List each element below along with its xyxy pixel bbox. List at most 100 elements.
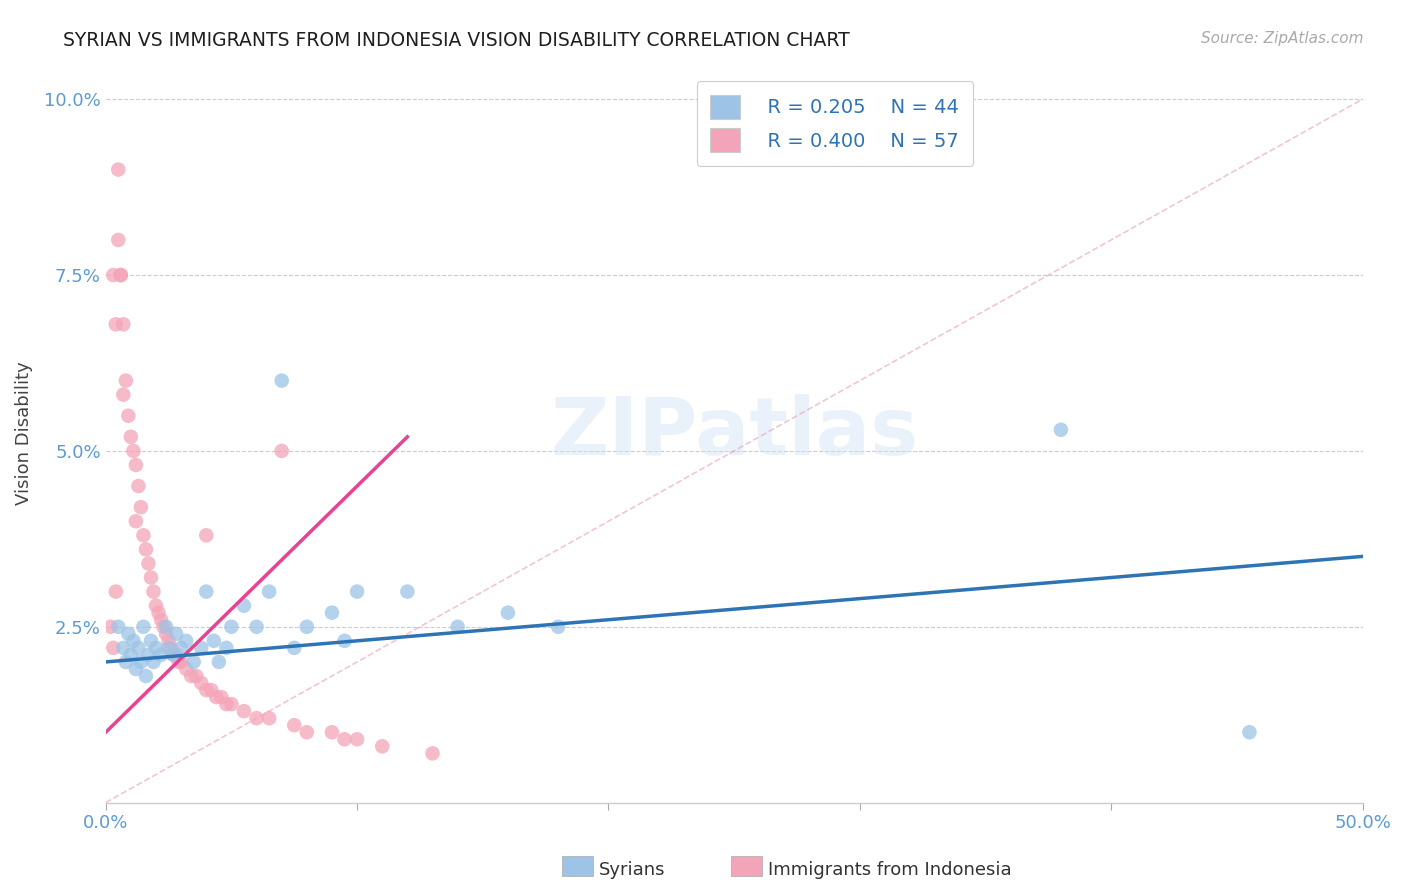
Point (215, 697, 238, 711)
Point (270, 374, 292, 388)
Point (142, 584, 165, 599)
Point (165, 648, 187, 662)
Point (135, 542, 157, 557)
Point (422, 747, 444, 761)
Point (107, 620, 129, 634)
Point (270, 444, 292, 458)
Point (107, 162, 129, 177)
Point (127, 640, 149, 655)
Point (215, 640, 238, 655)
Point (165, 627, 187, 641)
Point (150, 648, 173, 662)
Point (547, 620, 569, 634)
Point (321, 725, 343, 739)
Point (104, 318, 127, 332)
Text: Syrians: Syrians (599, 861, 665, 879)
Point (138, 557, 160, 571)
Point (152, 620, 174, 634)
Point (174, 633, 197, 648)
Point (295, 620, 318, 634)
Point (333, 633, 356, 648)
Point (155, 627, 177, 641)
Point (100, 620, 122, 634)
Point (221, 620, 243, 634)
Point (257, 584, 280, 599)
Point (103, 640, 125, 655)
Point (103, 268, 125, 282)
Point (104, 584, 127, 599)
Point (170, 640, 193, 655)
Point (167, 655, 190, 669)
Point (125, 458, 148, 472)
Point (190, 640, 212, 655)
Point (112, 640, 135, 655)
Point (183, 655, 205, 669)
Point (202, 633, 225, 648)
Point (160, 640, 183, 655)
Point (321, 606, 343, 620)
Point (174, 662, 197, 676)
Point (127, 479, 149, 493)
Legend:   R = 0.205    N = 44,   R = 0.400    N = 57: R = 0.205 N = 44, R = 0.400 N = 57 (697, 81, 973, 166)
Point (190, 676, 212, 690)
Point (205, 690, 228, 704)
Point (245, 711, 267, 725)
Point (200, 683, 222, 698)
Point (446, 620, 468, 634)
Point (195, 584, 218, 599)
Point (180, 669, 202, 683)
Point (371, 739, 394, 754)
Point (245, 620, 267, 634)
Point (112, 387, 135, 401)
Point (233, 704, 256, 718)
Point (125, 662, 148, 676)
Point (117, 627, 139, 641)
Point (333, 732, 356, 747)
Point (157, 633, 180, 648)
Point (110, 268, 132, 282)
Point (162, 648, 184, 662)
Point (125, 514, 148, 528)
Point (396, 584, 419, 599)
Point (496, 606, 519, 620)
Point (132, 620, 155, 634)
Point (139, 570, 162, 584)
Point (138, 648, 160, 662)
Point (170, 655, 193, 669)
Text: Immigrants from Indonesia: Immigrants from Indonesia (768, 861, 1011, 879)
Point (346, 584, 368, 599)
Point (112, 318, 135, 332)
Point (283, 718, 305, 732)
Text: Source: ZipAtlas.com: Source: ZipAtlas.com (1201, 31, 1364, 46)
Point (139, 633, 162, 648)
Point (135, 669, 157, 683)
Point (346, 732, 368, 747)
Point (195, 683, 218, 698)
Point (1050, 423, 1073, 437)
Point (195, 528, 218, 542)
Point (233, 599, 256, 613)
Point (129, 655, 152, 669)
Point (295, 725, 318, 739)
Point (120, 430, 142, 444)
Point (155, 620, 177, 634)
Point (129, 500, 152, 515)
Point (186, 669, 208, 683)
Point (162, 648, 184, 662)
Point (117, 409, 139, 423)
Point (122, 444, 145, 458)
Point (114, 655, 136, 669)
Point (114, 374, 136, 388)
Point (145, 640, 167, 655)
Point (107, 233, 129, 247)
Text: SYRIAN VS IMMIGRANTS FROM INDONESIA VISION DISABILITY CORRELATION CHART: SYRIAN VS IMMIGRANTS FROM INDONESIA VISI… (63, 31, 851, 50)
Point (120, 648, 142, 662)
Point (257, 711, 280, 725)
Point (283, 640, 305, 655)
Point (1239, 725, 1261, 739)
Point (208, 655, 231, 669)
Point (142, 655, 165, 669)
Point (221, 697, 243, 711)
Point (122, 633, 145, 648)
Text: ZIPatlas: ZIPatlas (550, 394, 918, 473)
